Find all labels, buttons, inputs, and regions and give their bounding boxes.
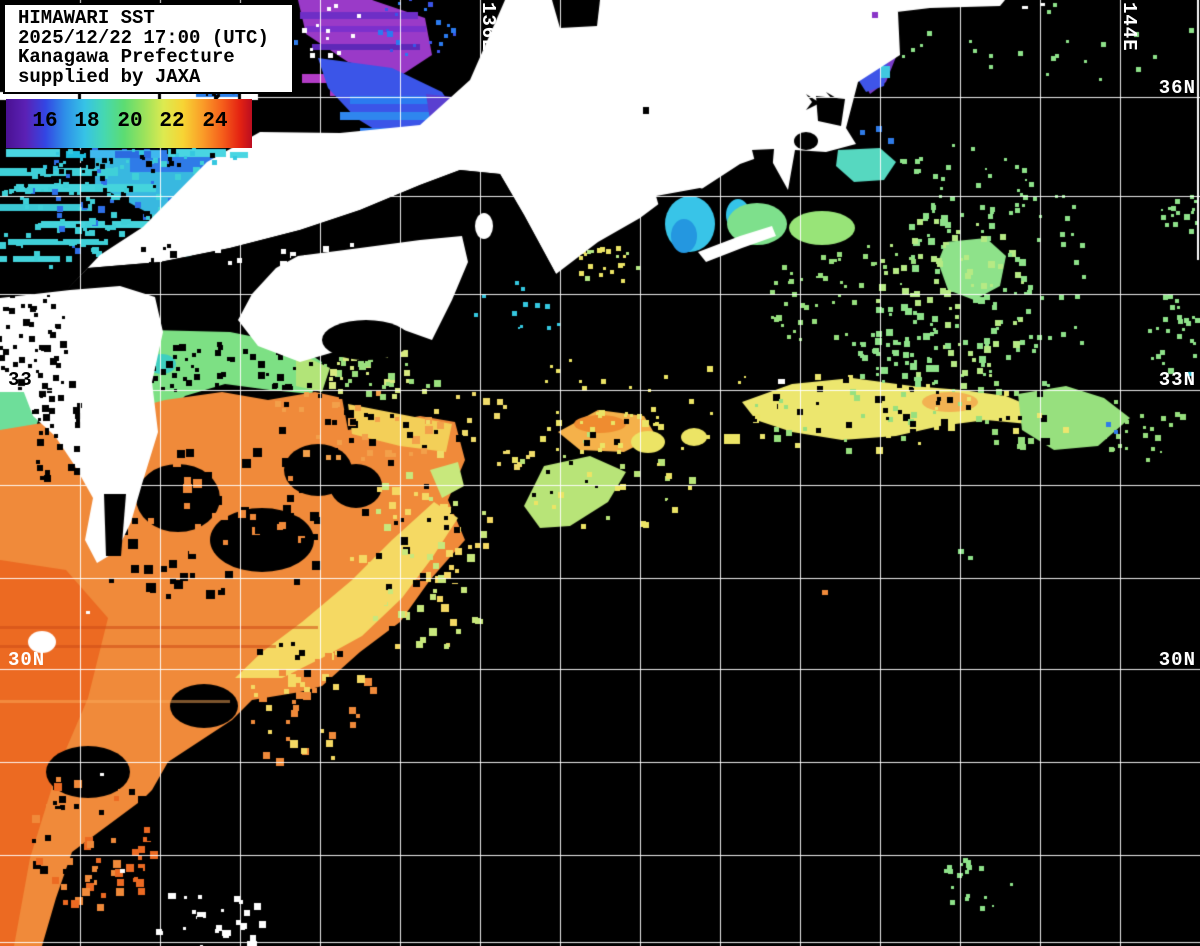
info-title: HIMAWARI SST xyxy=(18,7,155,29)
colorbar-gradient xyxy=(6,99,252,148)
info-credit: supplied by JAXA xyxy=(18,65,201,88)
colorbar-label-18: 18 xyxy=(74,110,100,133)
info-region: Kanagawa Prefecture xyxy=(18,46,235,68)
map-label-lat-30n-left: 30N xyxy=(8,649,46,671)
map-label-lat-33n-right: 33N xyxy=(1158,369,1196,391)
colorbar-label-20: 20 xyxy=(117,110,143,133)
colorbar-label-16: 16 xyxy=(32,110,58,133)
map-label-lat-30n-right: 30N xyxy=(1158,649,1196,671)
colorbar: 16 18 20 22 24 xyxy=(6,99,252,148)
map-label-lat-36n: 36N xyxy=(1158,77,1196,99)
colorbar-label-22: 22 xyxy=(159,110,185,133)
info-panel: HIMAWARI SST 2025/12/22 17:00 (UTC) Kana… xyxy=(3,3,294,94)
colorbar-label-24: 24 xyxy=(202,110,228,133)
map-label-lat-33-left: 33 xyxy=(8,369,33,391)
map-label-lon-144e: 144E xyxy=(1118,2,1140,52)
map-label-lon-136e: 136E xyxy=(477,2,499,52)
info-datetime: 2025/12/22 17:00 (UTC) xyxy=(18,26,269,49)
